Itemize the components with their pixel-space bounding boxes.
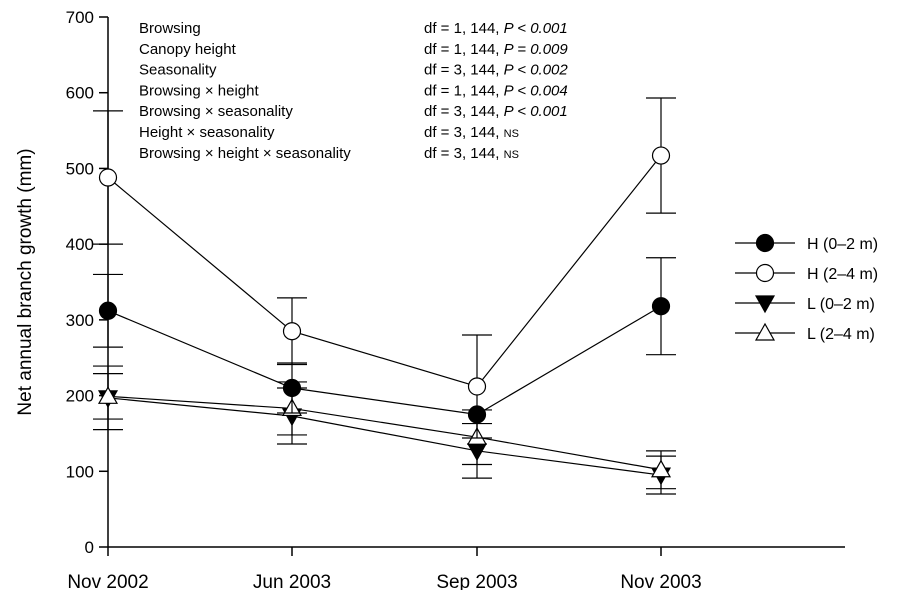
annotation-stat: df = 1, 144, P = 0.009 [424,41,568,58]
annotation-term: Height × seasonality [139,124,275,141]
legend-label: H (2–4 m) [807,266,878,283]
data-point [98,301,118,320]
annotation-term: Canopy height [139,41,237,58]
series-line [107,305,662,416]
annotation-term: Seasonality [139,62,217,79]
legend-marker [754,295,776,314]
legend-item: L (0–2 m) [735,295,875,314]
annotation-stat: df = 3, 144, NS [424,124,519,141]
data-point [98,168,118,187]
legend-item: L (2–4 m) [735,322,875,343]
data-point [467,377,487,396]
statistics-annotations: Browsing df = 1, 144, P < 0.001 Canopy hei… [139,20,568,162]
data-point [650,459,672,478]
y-axis-label: Net annual branch growth (mm) [15,148,36,415]
legend-marker [755,263,775,283]
plot-area [93,97,676,495]
legend-marker [755,233,775,253]
data-point [282,378,302,398]
legend-item: H (2–4 m) [735,263,878,283]
series-3 [93,373,676,490]
series-1 [93,97,676,439]
x-tick-label: Jun 2003 [253,572,331,590]
y-tick-label: 0 [85,538,94,557]
legend-item: H (0–2 m) [735,233,878,253]
x-tick-label: Nov 2002 [67,572,148,590]
y-tick-label: 400 [66,235,94,254]
data-point [97,386,119,404]
annotation-stat: df = 1, 144, P < 0.004 [424,82,568,99]
x-tick-label: Nov 2003 [620,572,701,590]
legend-label: L (2–4 m) [807,326,875,343]
data-point [651,297,671,316]
annotation-stat: df = 1, 144, P < 0.001 [424,20,568,37]
annotation-stat: df = 3, 144, P < 0.001 [424,103,568,120]
annotation-stat: df = 3, 144, P < 0.002 [424,62,568,79]
series-2 [93,365,676,495]
y-tick-label: 700 [66,8,94,27]
y-tick-label: 600 [66,84,94,103]
y-tick-label: 500 [66,159,94,178]
series-line [107,155,662,388]
annotation-term: Browsing × height [139,82,259,99]
series-line [107,397,662,476]
legend-marker [754,322,776,341]
legend-label: L (0–2 m) [807,296,875,313]
data-point [651,146,671,165]
series-0 [93,257,676,424]
annotation-term: Browsing × seasonality [139,103,293,120]
data-point [282,322,302,341]
y-tick-label: 300 [66,311,94,330]
annotation-term: Browsing × height × seasonality [139,145,351,162]
series-line [107,395,662,471]
annotation-stat: df = 3, 144, NS [424,145,519,162]
x-tick-label: Sep 2003 [436,572,517,590]
chart-legend: H (0–2 m) H (2–4 m) L (0–2 m) L (2–4 m) [735,233,878,343]
legend-label: H (0–2 m) [807,236,878,253]
annotation-term: Browsing [139,20,201,37]
y-tick-label: 200 [66,387,94,406]
chart-axes: 0 100 200 300 400 500 600 700 Nov 2002 Jun 2003 Se… [15,8,845,590]
y-tick-label: 100 [66,462,94,481]
